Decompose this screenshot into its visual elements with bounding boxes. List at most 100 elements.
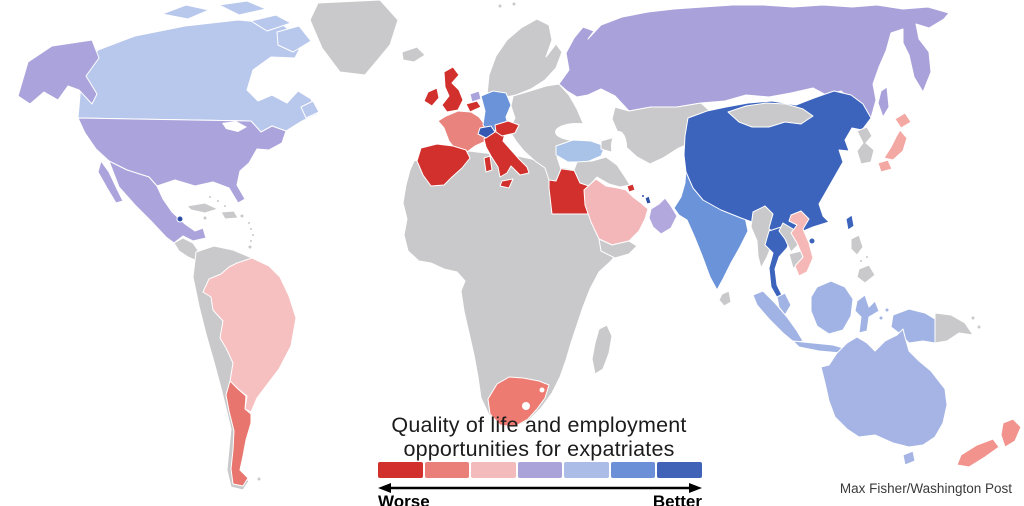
country-oman-uae [648,197,678,235]
antilles-2 [249,227,253,231]
legend-swatch [424,462,470,478]
country-canada-arctic-1 [161,4,210,20]
country-puerto-rico [239,213,245,219]
country-japan-kyushu [877,159,893,173]
caspian-sea [611,131,627,163]
philippines-visayas-1 [859,259,863,263]
country-jamaica [202,215,208,221]
moluccas-1 [878,315,884,321]
svalbard-2 [511,1,517,7]
antilles-3 [251,233,255,237]
country-new-zealand-north [1000,418,1022,448]
country-taiwan [845,214,855,231]
map-title: Quality of life and employment opportuni… [334,413,744,461]
country-sicily [499,178,514,189]
country-cuba [186,202,219,214]
new-britain-2 [976,324,982,330]
country-france [437,110,490,153]
black-sea [555,123,599,141]
new-britain-1 [970,315,976,321]
country-sardinia [483,155,493,173]
legend-swatch [378,462,423,478]
svalbard-1 [497,3,503,9]
eastern-europe [508,83,589,182]
country-canada-newfoundland [300,100,320,119]
country-usa-alaska [17,39,100,105]
country-malaysia-peninsula [776,292,792,316]
levant-iraq [573,156,631,188]
bahamas-1 [208,195,212,199]
legend-arrow [378,481,702,493]
country-austria [494,120,520,137]
double-arrow-icon [378,483,702,493]
country-cayman-islands [176,215,184,223]
antilles-1 [247,221,251,225]
borneo [810,280,854,335]
legend-worse-label: Worse [378,492,430,506]
country-trinidad [247,244,253,250]
country-papua-new-guinea [934,312,974,344]
country-australia [820,328,948,448]
country-laos [778,222,800,253]
country-mongolia [727,102,814,128]
legend-swatch [471,462,516,478]
country-vietnam [788,210,814,277]
country-south-africa [487,376,550,428]
country-argentina [225,380,252,487]
bahamas-2 [216,199,220,203]
country-united-kingdom [441,66,464,113]
country-russia-sakhalin [877,86,890,118]
country-canada-arctic-2 [218,0,267,16]
country-myanmar [750,205,774,269]
country-swaziland-hole [539,387,545,393]
country-greenland [309,0,399,76]
country-saudi-arabia [583,178,649,246]
country-ireland [423,87,440,107]
country-yemen [598,238,638,259]
country-japan-honshu [883,129,908,161]
country-qatar [644,195,652,205]
country-mexico [108,160,207,244]
country-belgium [465,100,482,113]
country-sri-lanka [718,290,732,307]
moluccas-2 [884,307,890,313]
map-title-line2: opportunities for expatriates [403,436,675,461]
country-lesotho-hole [522,402,530,410]
country-china [683,90,872,239]
country-turkey [555,139,606,163]
korea [856,126,875,165]
country-japan-hokkaido [894,112,912,129]
philippines-visayas-2 [865,255,869,259]
falkland-islands [256,476,262,482]
country-australia-tasmania [902,450,916,466]
legend-swatch [657,462,703,478]
legend-labels: Worse Better [378,493,702,506]
country-canada-arctic-3 [250,14,292,32]
legend-scale [378,462,703,478]
country-philippines-luzon [850,234,864,256]
scandinavia [486,18,563,99]
antilles-4 [249,239,253,243]
country-hispaniola [220,210,239,220]
country-philippines-mindanao [856,264,876,284]
legend-swatch [517,462,563,478]
country-indonesia-sulawesi [854,294,880,334]
map-title-line1: Quality of life and employment [391,413,687,437]
legend-swatch [610,462,656,478]
country-italy [483,128,530,178]
bahamas-3 [223,204,227,208]
great-lakes [222,121,247,132]
country-canada-baffin [276,25,312,53]
country-spain [416,143,471,187]
country-madagascar [591,324,613,375]
credit-line: Max Fisher/Washington Post [839,481,1012,496]
country-iceland [401,46,426,63]
country-mexico-baja [97,160,124,204]
color-legend: Worse Better [378,462,703,506]
country-china-hainan [808,237,816,245]
legend-swatch [564,462,609,478]
country-kuwait [626,183,636,193]
country-netherlands [469,90,482,103]
